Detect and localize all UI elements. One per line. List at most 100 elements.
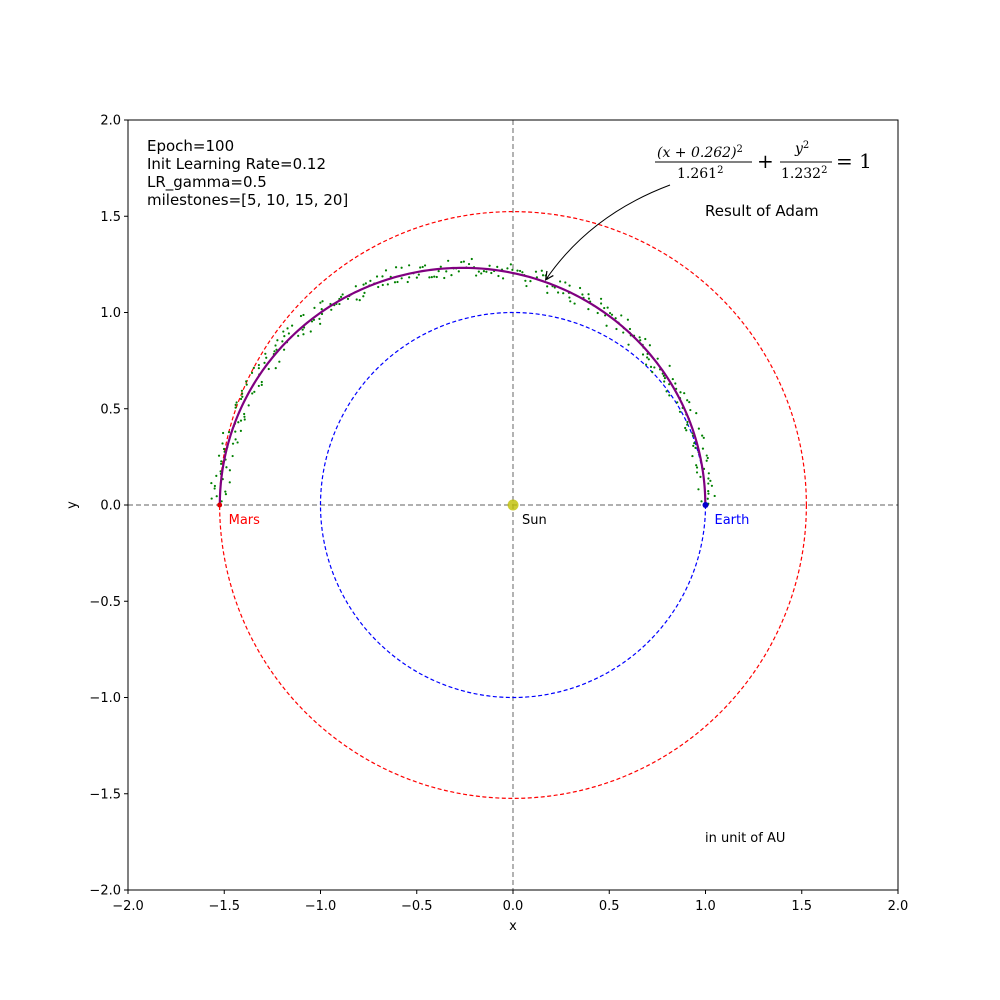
observation-point bbox=[375, 275, 379, 278]
y-ticks: −2.0 −1.5 −1.0 −0.5 0.0 0.5 1.0 1.5 2.0 bbox=[89, 114, 128, 899]
observation-point bbox=[651, 370, 654, 374]
observation-point bbox=[506, 267, 509, 270]
observation-point bbox=[622, 331, 625, 334]
observation-point bbox=[686, 420, 689, 424]
observation-point bbox=[485, 270, 488, 273]
x-tick-label: 2.0 bbox=[888, 899, 909, 914]
observation-point bbox=[287, 332, 290, 335]
observation-point bbox=[320, 312, 324, 316]
earth-label: Earth bbox=[715, 513, 750, 528]
observation-point bbox=[663, 377, 667, 380]
observation-point bbox=[606, 306, 609, 309]
observation-point bbox=[668, 364, 671, 367]
observation-point bbox=[417, 273, 420, 276]
equation-rhs: = 1 bbox=[836, 149, 872, 173]
sun-label: Sun bbox=[522, 513, 547, 528]
observation-point bbox=[339, 295, 343, 298]
info-milestones: milestones=[5, 10, 15, 20] bbox=[147, 191, 348, 209]
observation-point bbox=[421, 265, 424, 269]
observation-point bbox=[319, 322, 322, 325]
observation-point bbox=[241, 392, 244, 395]
observation-point bbox=[228, 481, 231, 484]
observation-point bbox=[686, 399, 689, 402]
observation-point bbox=[237, 421, 240, 424]
observation-point bbox=[439, 265, 442, 268]
observation-point bbox=[646, 356, 649, 359]
sun-point bbox=[507, 499, 519, 511]
observation-point bbox=[562, 292, 565, 295]
observation-point bbox=[470, 257, 473, 261]
observation-point bbox=[490, 271, 493, 275]
observation-point bbox=[275, 348, 278, 351]
observation-point bbox=[240, 389, 244, 392]
observation-point bbox=[573, 302, 576, 305]
observation-point bbox=[393, 281, 397, 284]
observation-point bbox=[222, 447, 226, 451]
x-ticks: −2.0 −1.5 −1.0 −0.5 0.0 0.5 1.0 1.5 2.0 bbox=[112, 890, 908, 914]
y-tick-label: −1.0 bbox=[89, 691, 121, 706]
mars-label: Mars bbox=[229, 513, 261, 528]
observation-point bbox=[267, 367, 270, 371]
observation-point bbox=[225, 466, 228, 469]
observation-point bbox=[354, 285, 357, 288]
observation-point bbox=[236, 441, 239, 444]
observation-point bbox=[252, 366, 255, 369]
observation-point bbox=[423, 264, 427, 267]
observation-point bbox=[210, 497, 213, 500]
observation-point bbox=[702, 436, 705, 439]
observation-point bbox=[274, 344, 277, 347]
observation-point bbox=[394, 266, 398, 269]
observation-point bbox=[614, 317, 617, 320]
observation-point bbox=[231, 454, 234, 458]
observation-point bbox=[228, 469, 231, 472]
observation-point bbox=[604, 314, 607, 317]
observation-point bbox=[482, 270, 486, 273]
observation-point bbox=[699, 475, 702, 478]
observation-point bbox=[705, 459, 708, 462]
info-epoch: Epoch=100 bbox=[147, 137, 234, 155]
observation-point bbox=[245, 380, 248, 383]
observation-point bbox=[400, 266, 403, 269]
observation-point bbox=[603, 306, 606, 310]
observation-point bbox=[707, 482, 710, 485]
y-tick-label: 0.5 bbox=[100, 402, 121, 417]
observation-point bbox=[529, 280, 532, 283]
observation-point bbox=[234, 403, 237, 406]
y-axis-label: y bbox=[65, 501, 80, 509]
observation-point bbox=[386, 283, 389, 286]
mars-point bbox=[217, 502, 223, 508]
observation-point bbox=[215, 495, 218, 498]
observation-point bbox=[480, 272, 483, 275]
observation-point bbox=[697, 427, 700, 430]
observation-point bbox=[627, 343, 630, 346]
observation-point bbox=[346, 297, 350, 300]
observation-point bbox=[364, 282, 367, 285]
observation-point bbox=[671, 377, 674, 381]
y-tick-label: −0.5 bbox=[89, 595, 121, 610]
observation-point bbox=[299, 314, 303, 318]
observation-point bbox=[234, 406, 237, 409]
observation-point bbox=[282, 348, 286, 351]
observation-point bbox=[647, 358, 650, 361]
observation-point bbox=[321, 300, 324, 303]
observation-point bbox=[462, 260, 465, 263]
observation-point bbox=[281, 340, 284, 343]
observation-point bbox=[587, 297, 591, 300]
observation-point bbox=[355, 298, 358, 301]
observation-point bbox=[645, 363, 648, 366]
observation-point bbox=[260, 383, 263, 386]
observation-point bbox=[684, 426, 687, 430]
x-tick-label: −0.5 bbox=[401, 899, 433, 914]
observation-point bbox=[568, 296, 571, 299]
observation-point bbox=[477, 270, 480, 273]
observation-point bbox=[578, 286, 582, 290]
observation-point bbox=[239, 397, 243, 401]
observation-point bbox=[656, 357, 659, 360]
observation-point bbox=[221, 431, 225, 435]
observation-point bbox=[691, 454, 694, 458]
observation-point bbox=[235, 401, 238, 404]
observation-point bbox=[435, 275, 438, 279]
observation-point bbox=[381, 283, 384, 287]
observation-point bbox=[692, 444, 695, 447]
